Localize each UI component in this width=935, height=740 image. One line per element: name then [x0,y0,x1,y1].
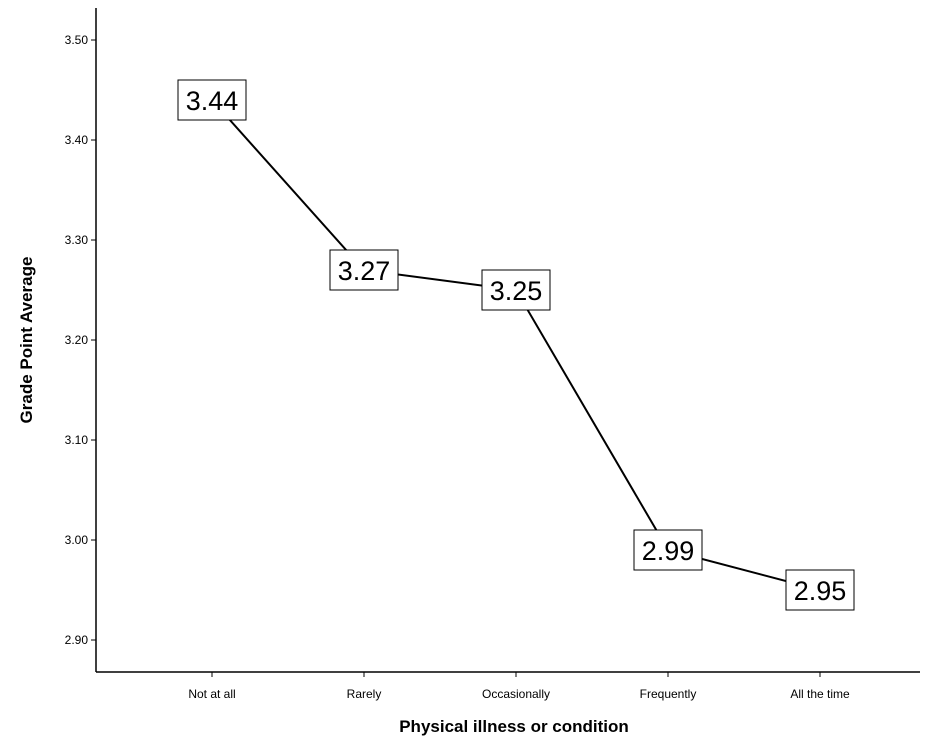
x-tick-label: Not at all [188,687,235,701]
data-label: 3.44 [177,79,247,121]
y-axis-ticks: 2.90 3.00 3.10 3.20 3.30 3.40 3.50 [65,33,96,647]
x-tick-label: All the time [790,687,850,701]
y-tick-label: 3.30 [65,233,89,247]
data-label: 2.99 [633,529,703,571]
series-group [211,99,821,591]
data-label-box [633,529,703,571]
data-label: 2.95 [785,569,855,611]
data-labels-group: 3.44 3.27 3.25 2.99 2.95 [177,79,855,611]
x-tick-label: Frequently [640,687,697,701]
data-label-box [177,79,247,121]
y-tick-label: 3.00 [65,533,89,547]
data-label: 3.27 [329,249,399,291]
data-label-text: 3.27 [338,256,391,286]
y-axis-title: Grade Point Average [17,257,36,424]
data-label-text: 2.95 [794,576,847,606]
data-label-box [329,249,399,291]
y-tick-label: 2.90 [65,633,89,647]
gpa-series-line [211,99,821,591]
y-tick-label: 3.40 [65,133,89,147]
data-label-text: 3.44 [186,86,239,116]
y-tick-label: 3.50 [65,33,89,47]
y-tick-label: 3.20 [65,333,89,347]
x-tick-label: Rarely [347,687,382,701]
data-label-text: 3.25 [490,276,543,306]
data-label-text: 2.99 [642,536,695,566]
data-label-box [785,569,855,611]
x-axis-ticks: Not at all Rarely Occasionally Frequently Al… [188,672,850,701]
y-tick-label: 3.10 [65,433,89,447]
x-axis-title: Physical illness or condition [399,717,629,736]
data-label-box [481,269,551,311]
data-label: 3.25 [481,269,551,311]
x-tick-label: Occasionally [482,687,550,701]
